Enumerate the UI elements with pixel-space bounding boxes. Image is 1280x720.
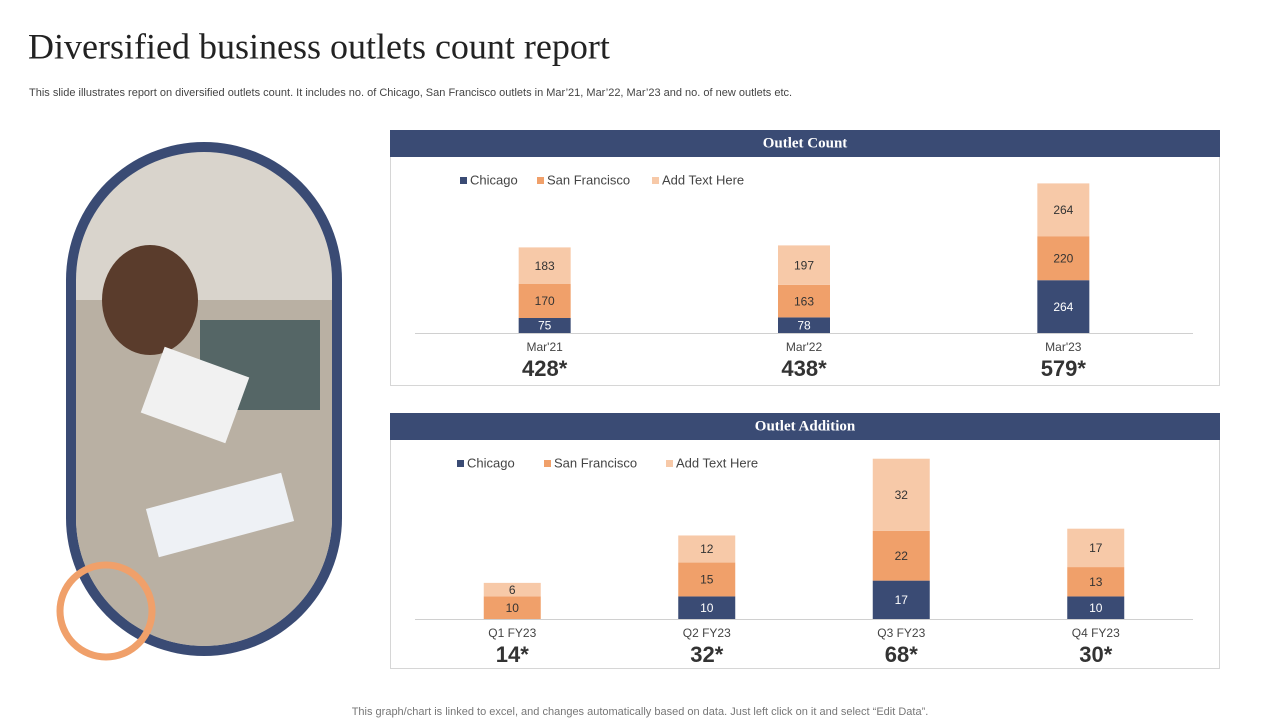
total-label: 579*	[1041, 356, 1087, 381]
data-label: 220	[1053, 251, 1073, 265]
total-label: 428*	[522, 356, 568, 381]
bar-segment	[778, 284, 830, 318]
legend-swatch	[652, 177, 659, 184]
data-label: 163	[794, 294, 814, 308]
slide-subtitle: This slide illustrates report on diversi…	[29, 87, 792, 99]
data-label: 264	[1053, 300, 1073, 314]
bar-segment	[1037, 280, 1090, 333]
data-label: 75	[538, 319, 552, 333]
bar-segment	[678, 562, 736, 597]
bar-segment	[678, 596, 736, 619]
x-tick-label: Q4 FY23	[1072, 626, 1120, 640]
data-label: 170	[535, 294, 555, 308]
bar-segment	[1037, 236, 1090, 281]
bar-segment	[518, 284, 571, 318]
data-label: 183	[535, 259, 555, 273]
bar-segment	[778, 317, 830, 333]
bar-segment	[872, 530, 930, 581]
bar-segment	[1067, 596, 1125, 619]
data-label: 13	[1089, 575, 1103, 589]
bar-segment	[778, 245, 830, 285]
data-label: 10	[1089, 601, 1103, 615]
legend-swatch	[666, 460, 673, 467]
data-label: 197	[794, 258, 814, 272]
footer-note: This graph/chart is linked to excel, and…	[352, 706, 929, 718]
data-label: 78	[797, 318, 811, 332]
total-label: 438*	[781, 356, 827, 381]
document	[140, 346, 250, 444]
x-tick-label: Q1 FY23	[488, 626, 536, 640]
bar-segment	[872, 580, 930, 619]
data-label: 10	[700, 601, 714, 615]
data-label: 12	[700, 542, 714, 556]
data-label: 17	[1089, 541, 1103, 555]
bar-segment	[483, 582, 541, 597]
slide-title: Diversified business outlets count repor…	[28, 26, 610, 66]
x-tick-label: Q3 FY23	[877, 626, 925, 640]
bar-segment	[1067, 528, 1125, 568]
data-label: 6	[509, 583, 516, 597]
bar-segment	[1037, 183, 1090, 237]
document	[145, 472, 295, 558]
data-label: 10	[506, 601, 520, 615]
data-label: 15	[700, 573, 714, 587]
total-label: 14*	[496, 642, 529, 667]
legend-label: San Francisco	[554, 455, 637, 470]
legend-label: Add Text Here	[662, 172, 744, 187]
photo	[56, 142, 342, 661]
x-tick-label: Mar'22	[786, 340, 823, 354]
bar-segment	[1067, 567, 1125, 597]
panel-header	[390, 130, 1220, 157]
person	[102, 245, 198, 355]
legend-label: Chicago	[467, 455, 515, 470]
bar-segment	[518, 247, 571, 284]
panel-header	[390, 413, 1220, 440]
legend-swatch	[544, 460, 551, 467]
panel-title: Outlet Addition	[755, 418, 856, 434]
legend-label: San Francisco	[547, 172, 630, 187]
bar-segment	[518, 318, 571, 333]
total-label: 30*	[1079, 642, 1112, 667]
data-label: 17	[895, 593, 909, 607]
data-label: 32	[895, 488, 909, 502]
bar-segment	[872, 458, 930, 531]
legend-swatch	[460, 177, 467, 184]
x-tick-label: Q2 FY23	[683, 626, 731, 640]
bar-segment	[483, 596, 541, 619]
legend-swatch	[537, 177, 544, 184]
legend-swatch	[457, 460, 464, 467]
panel-title: Outlet Count	[763, 135, 848, 151]
total-label: 32*	[690, 642, 723, 667]
data-label: 264	[1053, 203, 1073, 217]
x-tick-label: Mar'21	[527, 340, 564, 354]
legend-label: Chicago	[470, 172, 518, 187]
data-label: 22	[895, 549, 909, 563]
legend-label: Add Text Here	[676, 455, 758, 470]
total-label: 68*	[885, 642, 918, 667]
x-tick-label: Mar'23	[1045, 340, 1082, 354]
decor-ring	[56, 561, 156, 661]
bar-segment	[678, 535, 736, 563]
